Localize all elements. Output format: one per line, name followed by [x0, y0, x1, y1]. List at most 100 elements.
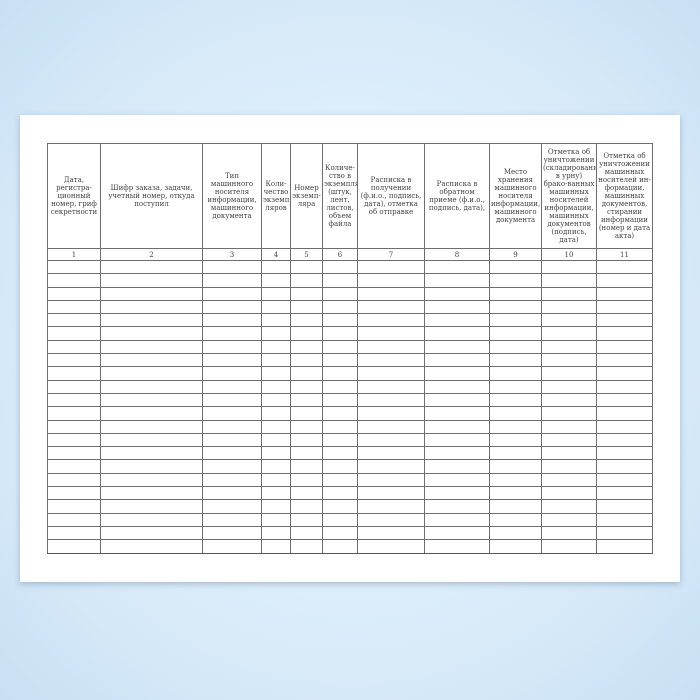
empty-cell[interactable]	[489, 286, 542, 301]
empty-cell[interactable]	[489, 525, 542, 541]
empty-cell[interactable]	[47, 486, 101, 501]
empty-cell[interactable]	[261, 446, 291, 461]
empty-cell[interactable]	[100, 326, 203, 341]
empty-cell[interactable]	[47, 286, 101, 301]
empty-cell[interactable]	[596, 326, 653, 341]
empty-cell[interactable]	[261, 299, 291, 315]
empty-cell[interactable]	[596, 286, 653, 301]
empty-cell[interactable]	[290, 286, 323, 301]
empty-cell[interactable]	[202, 299, 262, 315]
empty-cell[interactable]	[290, 512, 323, 527]
empty-cell[interactable]	[489, 512, 542, 527]
empty-cell[interactable]	[541, 379, 597, 394]
empty-cell[interactable]	[100, 539, 203, 554]
empty-cell[interactable]	[202, 379, 262, 394]
empty-cell[interactable]	[322, 486, 358, 501]
empty-cell[interactable]	[424, 512, 490, 527]
empty-cell[interactable]	[290, 432, 323, 448]
empty-cell[interactable]	[100, 286, 203, 301]
empty-cell[interactable]	[357, 259, 425, 275]
empty-cell[interactable]	[100, 379, 203, 394]
empty-cell[interactable]	[47, 339, 101, 355]
empty-cell[interactable]	[596, 459, 653, 474]
empty-cell[interactable]	[47, 392, 101, 408]
empty-cell[interactable]	[489, 299, 542, 315]
empty-cell[interactable]	[100, 512, 203, 527]
empty-cell[interactable]	[322, 273, 358, 288]
empty-cell[interactable]	[596, 366, 653, 381]
empty-cell[interactable]	[322, 353, 358, 368]
empty-cell[interactable]	[357, 366, 425, 381]
empty-cell[interactable]	[290, 472, 323, 488]
empty-cell[interactable]	[100, 299, 203, 315]
empty-cell[interactable]	[100, 339, 203, 355]
empty-cell[interactable]	[47, 299, 101, 315]
empty-cell[interactable]	[261, 313, 291, 328]
empty-cell[interactable]	[202, 472, 262, 488]
empty-cell[interactable]	[489, 446, 542, 461]
empty-cell[interactable]	[47, 313, 101, 328]
empty-cell[interactable]	[47, 259, 101, 275]
empty-cell[interactable]	[357, 286, 425, 301]
empty-cell[interactable]	[290, 419, 323, 434]
empty-cell[interactable]	[100, 353, 203, 368]
empty-cell[interactable]	[261, 366, 291, 381]
empty-cell[interactable]	[261, 539, 291, 554]
empty-cell[interactable]	[489, 539, 542, 554]
empty-cell[interactable]	[47, 459, 101, 474]
empty-cell[interactable]	[541, 472, 597, 488]
empty-cell[interactable]	[424, 366, 490, 381]
empty-cell[interactable]	[100, 472, 203, 488]
empty-cell[interactable]	[261, 273, 291, 288]
empty-cell[interactable]	[596, 512, 653, 527]
empty-cell[interactable]	[596, 486, 653, 501]
empty-cell[interactable]	[596, 499, 653, 514]
empty-cell[interactable]	[596, 472, 653, 488]
empty-cell[interactable]	[357, 459, 425, 474]
empty-cell[interactable]	[596, 432, 653, 448]
empty-cell[interactable]	[261, 286, 291, 301]
empty-cell[interactable]	[489, 499, 542, 514]
empty-cell[interactable]	[202, 486, 262, 501]
empty-cell[interactable]	[357, 326, 425, 341]
empty-cell[interactable]	[47, 273, 101, 288]
empty-cell[interactable]	[541, 525, 597, 541]
empty-cell[interactable]	[322, 432, 358, 448]
empty-cell[interactable]	[357, 446, 425, 461]
empty-cell[interactable]	[202, 446, 262, 461]
empty-cell[interactable]	[261, 472, 291, 488]
empty-cell[interactable]	[290, 366, 323, 381]
empty-cell[interactable]	[290, 273, 323, 288]
empty-cell[interactable]	[261, 259, 291, 275]
empty-cell[interactable]	[541, 432, 597, 448]
empty-cell[interactable]	[357, 299, 425, 315]
empty-cell[interactable]	[489, 339, 542, 355]
empty-cell[interactable]	[596, 392, 653, 408]
empty-cell[interactable]	[261, 339, 291, 355]
empty-cell[interactable]	[541, 286, 597, 301]
empty-cell[interactable]	[489, 472, 542, 488]
empty-cell[interactable]	[596, 406, 653, 421]
empty-cell[interactable]	[47, 419, 101, 434]
empty-cell[interactable]	[322, 419, 358, 434]
empty-cell[interactable]	[47, 432, 101, 448]
empty-cell[interactable]	[424, 472, 490, 488]
empty-cell[interactable]	[322, 379, 358, 394]
empty-cell[interactable]	[322, 512, 358, 527]
empty-cell[interactable]	[596, 353, 653, 368]
empty-cell[interactable]	[489, 313, 542, 328]
empty-cell[interactable]	[424, 273, 490, 288]
empty-cell[interactable]	[47, 326, 101, 341]
empty-cell[interactable]	[261, 353, 291, 368]
empty-cell[interactable]	[424, 339, 490, 355]
empty-cell[interactable]	[100, 419, 203, 434]
empty-cell[interactable]	[357, 472, 425, 488]
empty-cell[interactable]	[424, 286, 490, 301]
empty-cell[interactable]	[489, 459, 542, 474]
empty-cell[interactable]	[100, 446, 203, 461]
empty-cell[interactable]	[202, 525, 262, 541]
empty-cell[interactable]	[100, 273, 203, 288]
empty-cell[interactable]	[357, 539, 425, 554]
empty-cell[interactable]	[261, 419, 291, 434]
empty-cell[interactable]	[322, 499, 358, 514]
